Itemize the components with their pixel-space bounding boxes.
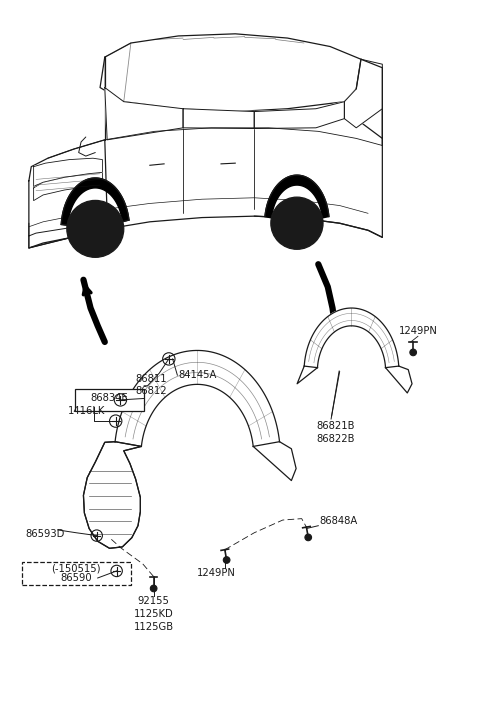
Polygon shape (115, 350, 279, 446)
Polygon shape (61, 178, 129, 225)
Circle shape (76, 210, 114, 248)
Text: 86590: 86590 (60, 573, 92, 583)
Circle shape (280, 207, 313, 240)
Text: 86822B: 86822B (316, 434, 354, 444)
Text: 86848A: 86848A (320, 516, 358, 526)
Polygon shape (183, 109, 254, 129)
Polygon shape (84, 442, 142, 548)
Text: 86821B: 86821B (316, 421, 354, 431)
Polygon shape (105, 87, 183, 140)
Circle shape (223, 557, 230, 563)
Polygon shape (34, 172, 102, 201)
Circle shape (85, 219, 106, 240)
Text: 92155: 92155 (138, 596, 169, 606)
Circle shape (150, 585, 157, 592)
Circle shape (410, 349, 417, 355)
Text: 1125KD: 1125KD (134, 609, 174, 619)
Text: 1249PN: 1249PN (399, 326, 438, 336)
Circle shape (67, 200, 124, 257)
Polygon shape (254, 102, 344, 129)
Text: 86811: 86811 (136, 374, 167, 384)
Polygon shape (344, 59, 383, 128)
Polygon shape (100, 34, 361, 112)
Bar (22, 563, 131, 585)
Text: 84145A: 84145A (179, 370, 216, 380)
Text: 86812: 86812 (136, 386, 167, 396)
Circle shape (271, 197, 323, 250)
Polygon shape (304, 308, 399, 368)
Circle shape (288, 214, 306, 232)
Polygon shape (84, 442, 142, 548)
Text: (-150515): (-150515) (51, 563, 101, 573)
Polygon shape (29, 140, 107, 248)
Text: 1416LK: 1416LK (68, 405, 106, 415)
Text: 86834E: 86834E (91, 393, 128, 403)
Polygon shape (265, 175, 329, 218)
Text: 86593D: 86593D (25, 528, 65, 538)
Text: 1249PN: 1249PN (197, 568, 236, 578)
Text: 1125GB: 1125GB (133, 622, 174, 632)
Circle shape (305, 534, 312, 541)
Polygon shape (34, 158, 102, 187)
Bar (75, 389, 144, 410)
